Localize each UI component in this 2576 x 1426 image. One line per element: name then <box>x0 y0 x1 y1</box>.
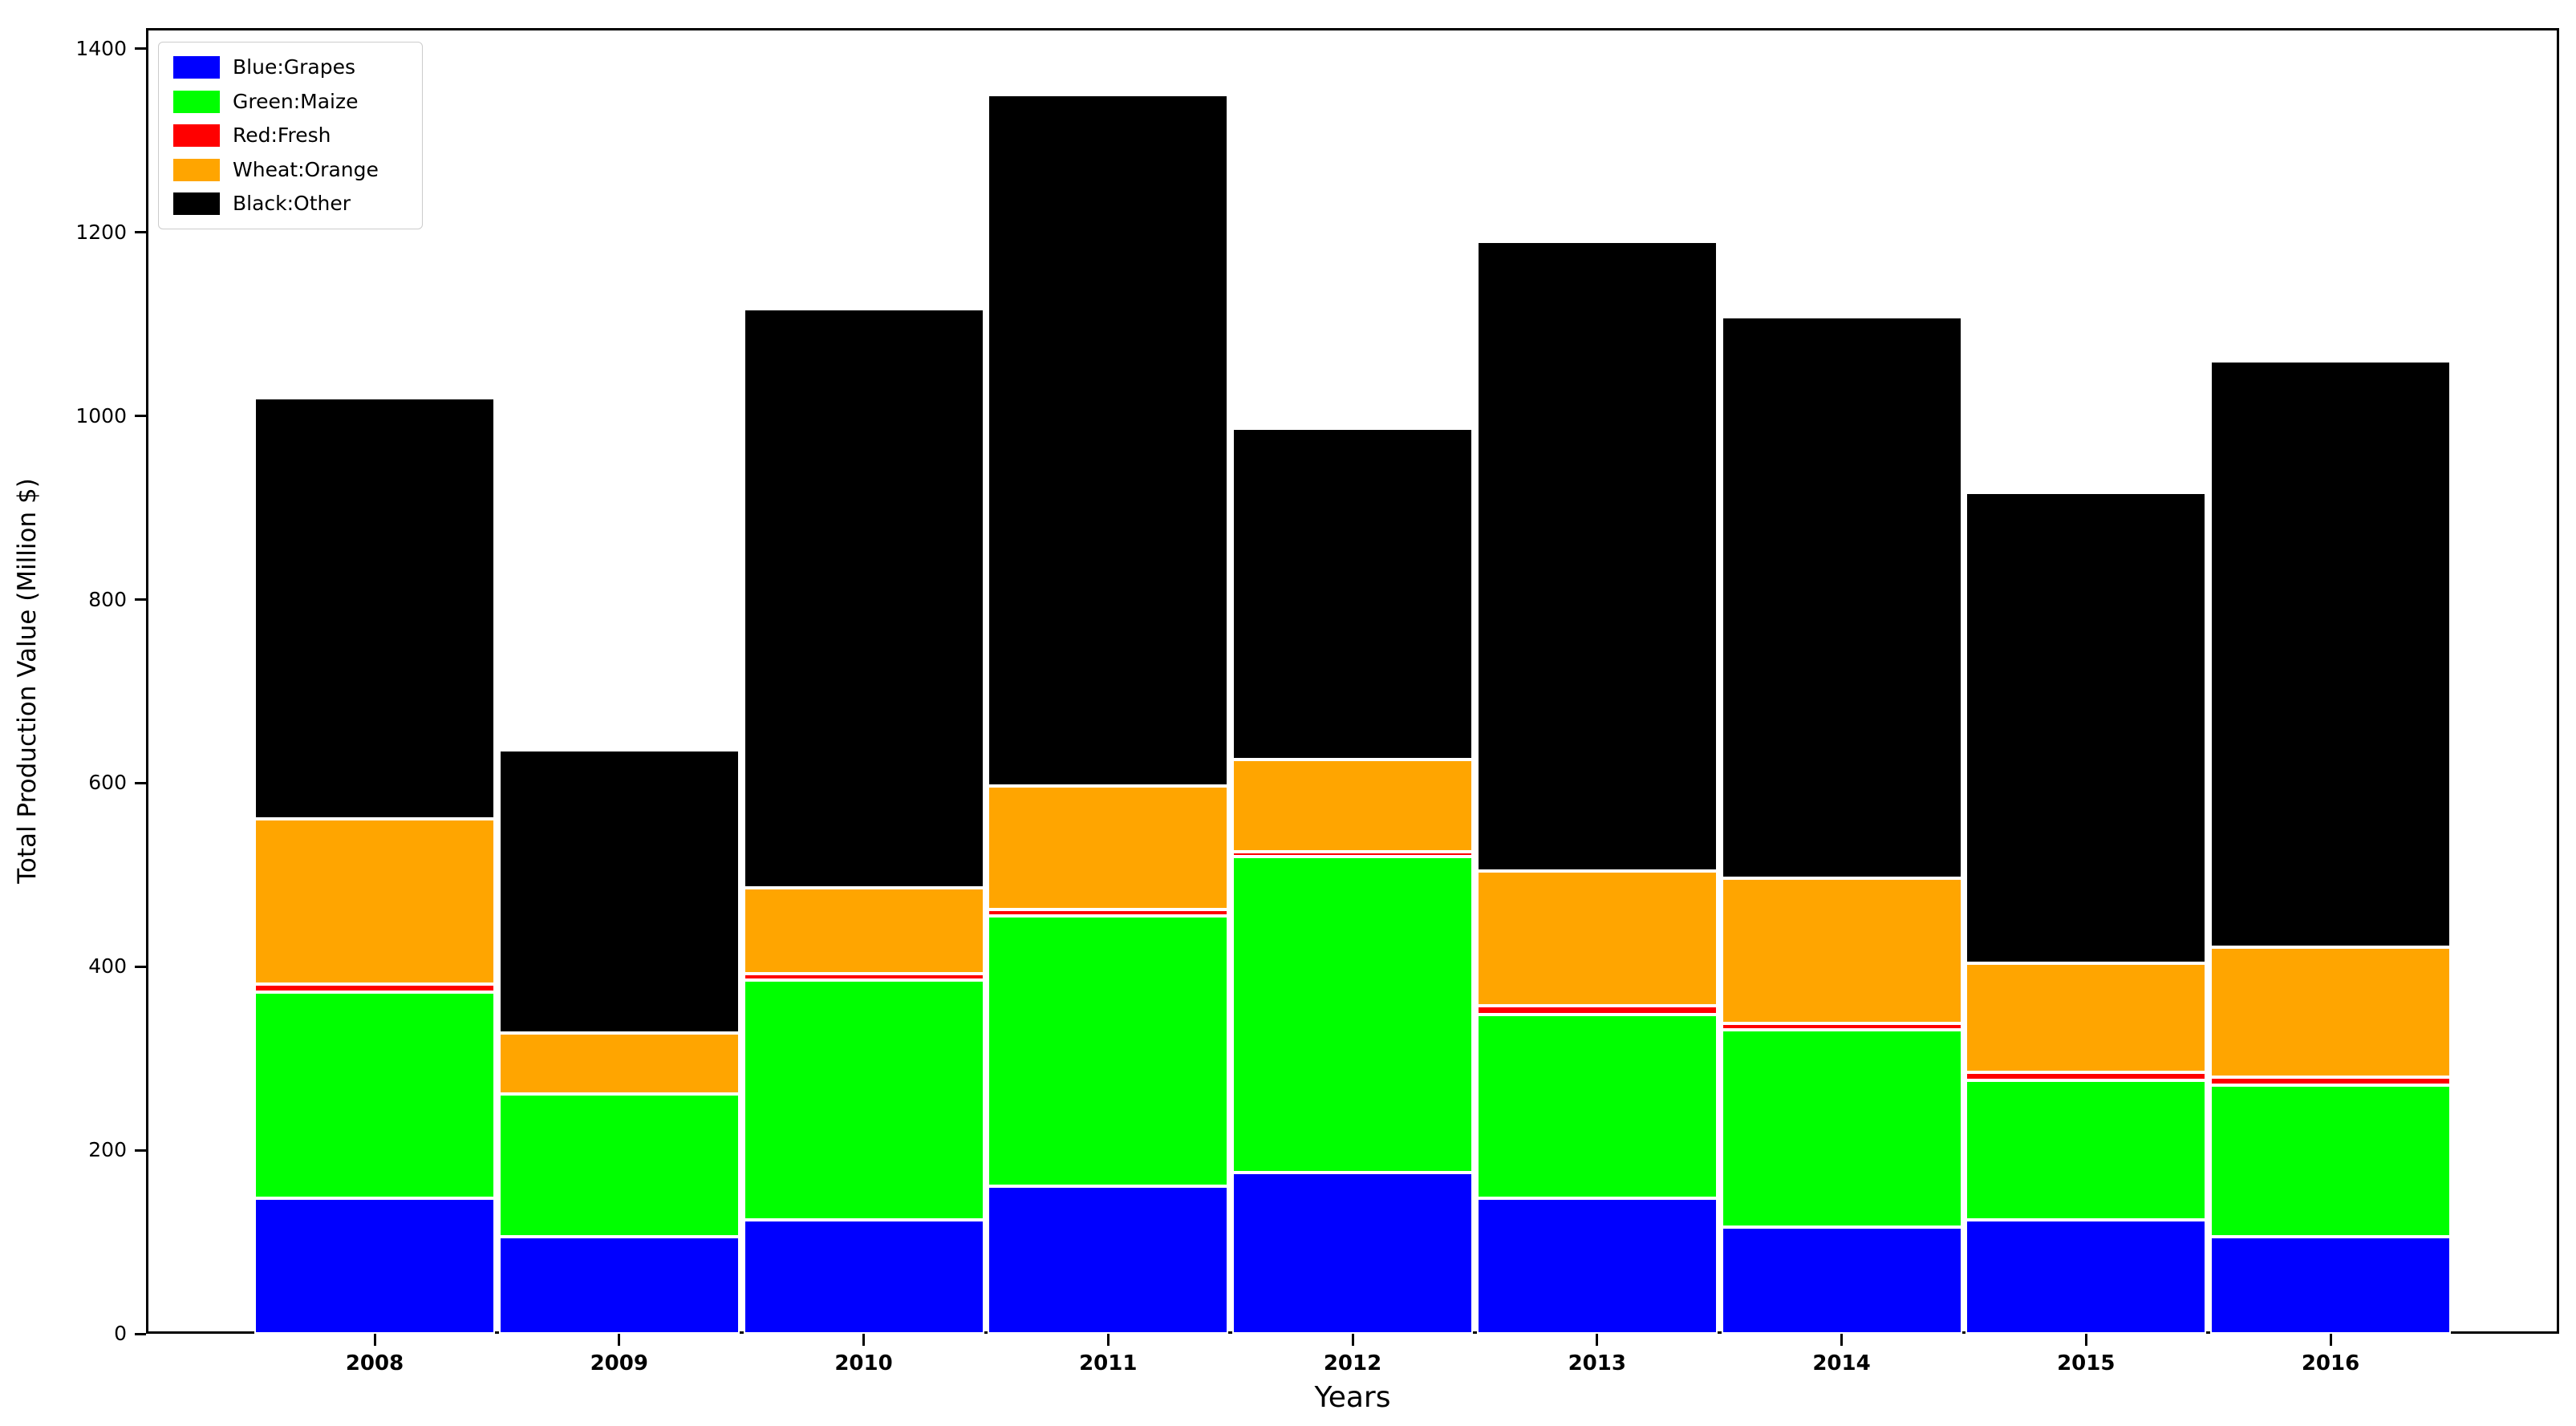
x-tick-mark <box>1596 1334 1599 1346</box>
legend-label: Green:Maize <box>233 89 359 113</box>
bar-segment <box>1476 1006 1718 1015</box>
bar-segment <box>254 397 495 820</box>
bar-segment <box>498 1032 740 1095</box>
legend-label: Black:Other <box>233 192 351 215</box>
x-tick-mark <box>862 1334 865 1346</box>
bar-segment <box>1476 1197 1718 1334</box>
legend-label: Red:Fresh <box>233 124 331 147</box>
bar-segment <box>743 1220 984 1334</box>
x-tick-label: 2011 <box>1079 1351 1138 1375</box>
bar-segment <box>1721 878 1962 1024</box>
bar-segment <box>988 1185 1229 1334</box>
bar-segment <box>1721 1030 1962 1228</box>
y-tick-label: 600 <box>88 771 127 795</box>
bar-segment <box>988 909 1229 917</box>
legend-swatch <box>173 56 220 79</box>
legend-item: Blue:Grapes <box>173 55 408 79</box>
y-tick-label: 200 <box>88 1138 127 1162</box>
bar-segment <box>1232 427 1473 760</box>
bar-segment <box>988 785 1229 910</box>
x-tick-mark <box>1106 1334 1110 1346</box>
bar-segment <box>498 1094 740 1237</box>
y-tick-label: 400 <box>88 954 127 978</box>
y-tick-label: 1400 <box>75 36 127 60</box>
legend-item: Red:Fresh <box>173 124 408 148</box>
y-tick-mark <box>135 781 146 784</box>
y-tick-label: 800 <box>88 587 127 611</box>
bar-segment <box>1232 852 1473 857</box>
y-tick-mark <box>135 415 146 418</box>
bar-segment <box>1965 1080 2207 1221</box>
bar-segment <box>498 1236 740 1334</box>
y-tick-mark <box>135 47 146 51</box>
y-tick-mark <box>135 1148 146 1152</box>
y-tick-mark <box>135 231 146 234</box>
bar-segment <box>1476 241 1718 872</box>
x-tick-mark <box>1351 1334 1354 1346</box>
bar-segment <box>254 992 495 1198</box>
x-tick-mark <box>618 1334 621 1346</box>
legend-item: Green:Maize <box>173 90 408 114</box>
bar-segment <box>1721 1227 1962 1334</box>
legend-swatch <box>173 90 220 113</box>
y-axis-label: Total Production Value (Million $) <box>13 478 42 884</box>
y-tick-mark <box>135 598 146 602</box>
x-tick-mark <box>1840 1334 1843 1346</box>
y-tick-mark <box>135 1332 146 1335</box>
bar-segment <box>1476 1014 1718 1198</box>
legend-item: Black:Other <box>173 192 408 216</box>
x-tick-label: 2010 <box>834 1351 893 1375</box>
bar-segment <box>254 1197 495 1334</box>
bar-segment <box>2210 1076 2451 1085</box>
bar-segment <box>1965 1072 2207 1081</box>
legend-label: Wheat:Orange <box>233 157 379 181</box>
bar-segment <box>2210 1084 2451 1237</box>
legend-swatch <box>173 158 220 181</box>
bar-segment <box>1232 1172 1473 1334</box>
legend-swatch <box>173 192 220 215</box>
x-tick-label: 2009 <box>590 1351 648 1375</box>
bar-segment <box>743 887 984 974</box>
y-tick-mark <box>135 965 146 968</box>
bar-segment <box>498 750 740 1033</box>
x-tick-mark <box>2329 1334 2332 1346</box>
x-tick-label: 2013 <box>1568 1351 1626 1375</box>
bar-segment <box>1965 1220 2207 1334</box>
bar-segment <box>1232 759 1473 853</box>
x-tick-label: 2015 <box>2057 1351 2116 1375</box>
bar-segment <box>2210 1236 2451 1334</box>
bar-segment <box>1965 962 2207 1072</box>
bar-segment <box>1476 871 1718 1007</box>
bar-segment <box>1721 317 1962 879</box>
x-tick-label: 2016 <box>2301 1351 2360 1375</box>
legend-item: Wheat:Orange <box>173 158 408 182</box>
legend-label: Blue:Grapes <box>233 55 355 79</box>
x-tick-mark <box>373 1334 376 1346</box>
x-tick-mark <box>2084 1334 2087 1346</box>
x-tick-label: 2014 <box>1812 1351 1871 1375</box>
bar-segment <box>254 819 495 985</box>
legend-swatch <box>173 124 220 147</box>
bar-segment <box>1965 492 2207 963</box>
bar-segment <box>743 974 984 981</box>
bar-segment <box>2210 947 2451 1077</box>
bar-segment <box>743 980 984 1221</box>
y-tick-label: 1000 <box>75 403 127 427</box>
bar-segment <box>743 308 984 888</box>
bar-segment <box>254 984 495 993</box>
bar-segment <box>988 916 1229 1186</box>
bar-segment <box>988 95 1229 786</box>
x-tick-label: 2008 <box>345 1351 404 1375</box>
bar-segment <box>1721 1023 1962 1031</box>
x-axis-label: Years <box>1314 1381 1391 1414</box>
bar-segment <box>1232 856 1473 1173</box>
bar-segment <box>2210 361 2451 948</box>
x-tick-label: 2012 <box>1323 1351 1382 1375</box>
y-tick-label: 0 <box>114 1322 127 1345</box>
legend: Blue:Grapes Green:Maize Red:Fresh Wheat:Ora… <box>158 42 423 229</box>
y-tick-label: 1200 <box>75 220 127 244</box>
